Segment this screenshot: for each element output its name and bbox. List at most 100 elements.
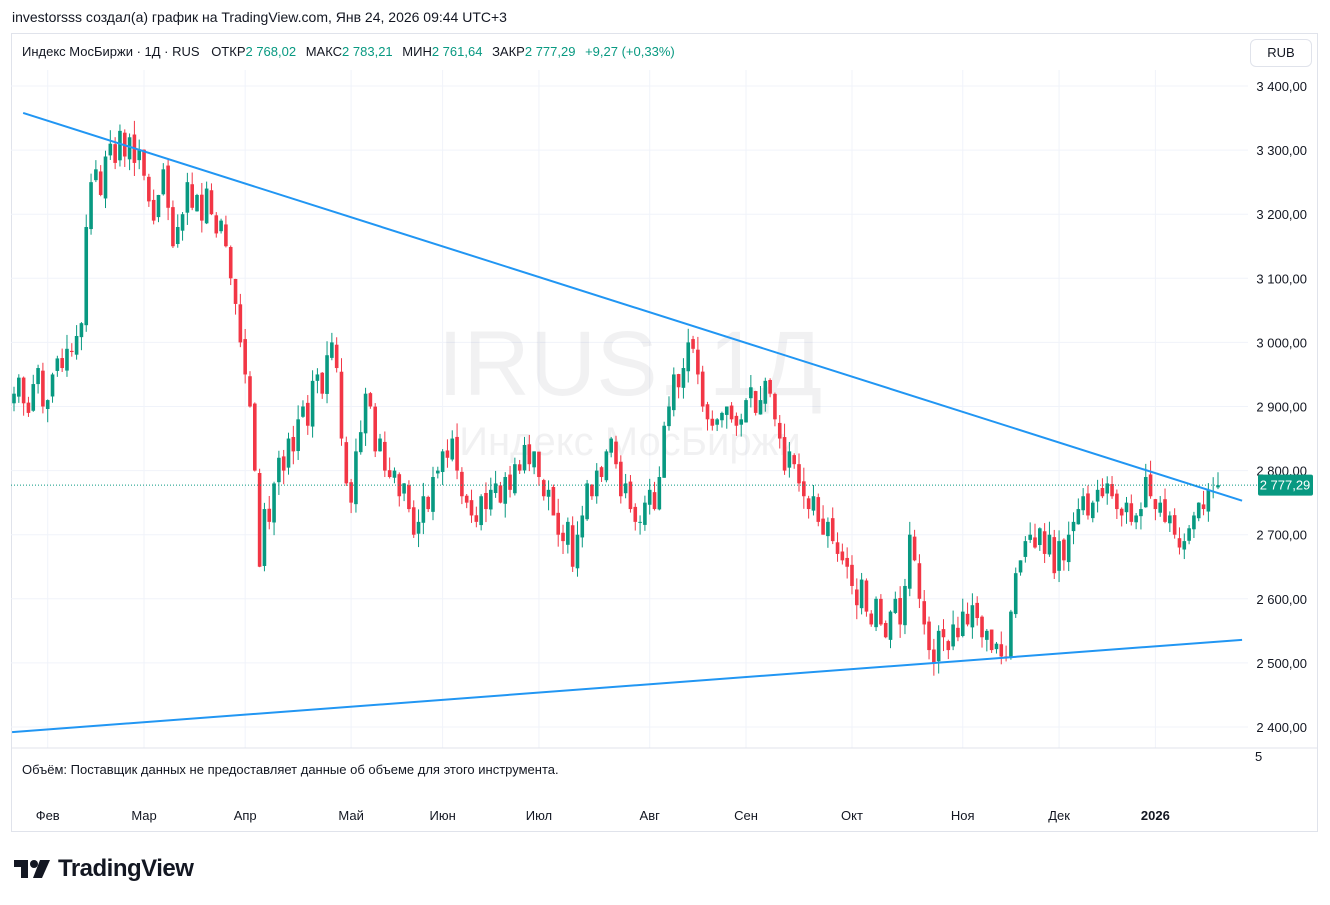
- candle-body: [1052, 537, 1057, 574]
- candle: [310, 370, 315, 438]
- candle-body: [1158, 502, 1163, 513]
- candle: [917, 554, 922, 609]
- candle-body: [209, 190, 214, 215]
- candle: [681, 358, 686, 399]
- candle: [585, 479, 589, 521]
- close-label: ЗАКР: [492, 44, 525, 59]
- candle-body: [874, 598, 878, 628]
- candle: [214, 212, 219, 238]
- candle-body: [421, 496, 426, 523]
- candle-body: [946, 641, 951, 651]
- candle: [1004, 645, 1008, 662]
- candle: [671, 367, 676, 417]
- candle: [84, 214, 89, 332]
- candle: [60, 348, 64, 373]
- candle-body: [185, 182, 190, 213]
- candle-body: [739, 419, 744, 425]
- candle: [253, 402, 257, 472]
- candle: [484, 482, 488, 523]
- candle-body: [21, 377, 26, 404]
- candle-body: [922, 601, 927, 625]
- symbol-title[interactable]: Индекс МосБиржи · 1Д · RUS: [22, 44, 200, 59]
- candle: [175, 214, 180, 248]
- candle-body: [590, 484, 594, 497]
- candle-body: [503, 477, 508, 504]
- candle-body: [1086, 493, 1090, 516]
- candle-body: [522, 444, 527, 471]
- change-value: +9,27 (+0,33%): [585, 44, 675, 59]
- candle: [1148, 460, 1153, 499]
- candle: [575, 521, 580, 577]
- candle: [315, 368, 320, 394]
- logo-text: TradingView: [58, 855, 194, 882]
- candle: [830, 507, 835, 545]
- price-axis: 2 400,002 500,002 600,002 700,002 800,00…: [1256, 79, 1307, 735]
- candle: [652, 481, 657, 511]
- candle: [724, 406, 729, 429]
- tradingview-logo[interactable]: TradingView: [14, 855, 194, 883]
- candle-body: [407, 485, 411, 510]
- candle-body: [869, 613, 874, 625]
- candle: [662, 421, 666, 478]
- candle-body: [281, 456, 286, 471]
- candle-body: [334, 344, 339, 369]
- candle-body: [349, 482, 353, 503]
- candle: [1168, 511, 1172, 533]
- candle: [122, 129, 127, 167]
- candle-body: [965, 613, 970, 625]
- candle: [850, 555, 854, 595]
- candle-body: [830, 518, 835, 542]
- candle: [753, 390, 758, 416]
- candle-body: [566, 521, 570, 545]
- candle: [1158, 496, 1163, 517]
- candle-body: [850, 564, 854, 586]
- candle: [436, 466, 440, 479]
- candle: [1081, 488, 1085, 516]
- candle: [1086, 485, 1090, 520]
- candle: [907, 521, 912, 597]
- candle-body: [715, 419, 719, 425]
- candle: [281, 449, 286, 485]
- candle-body: [36, 368, 40, 385]
- candle: [402, 483, 406, 502]
- candle: [79, 322, 84, 351]
- price-tick-label: 3 400,00: [1256, 79, 1307, 94]
- candle: [74, 325, 79, 360]
- candle-body: [1081, 496, 1085, 511]
- candle: [1182, 533, 1187, 560]
- candle: [305, 395, 310, 435]
- candle: [623, 473, 628, 499]
- candle: [185, 172, 190, 225]
- time-tick-label: Сен: [734, 808, 758, 823]
- candle: [633, 503, 638, 531]
- currency-button[interactable]: RUB: [1250, 39, 1312, 67]
- candle-body: [243, 339, 247, 375]
- candle: [1090, 500, 1095, 523]
- candle-body: [749, 387, 753, 399]
- candle: [1187, 524, 1191, 545]
- grid: [11, 70, 1248, 748]
- candle: [1134, 513, 1138, 530]
- candle: [421, 482, 426, 535]
- candle: [1100, 478, 1105, 499]
- candle: [816, 493, 821, 527]
- candle-body: [989, 629, 994, 651]
- candle: [50, 372, 55, 403]
- candle: [493, 470, 498, 498]
- candle: [879, 594, 883, 626]
- candle-body: [1018, 560, 1023, 573]
- candle: [118, 124, 122, 167]
- candle-body: [821, 518, 825, 535]
- watermark: IRUS, 1Д Индекс МосБиржи: [438, 313, 822, 464]
- candle: [749, 375, 753, 408]
- candle: [532, 451, 536, 475]
- candle-body: [619, 461, 623, 497]
- candle-body: [291, 436, 296, 452]
- candle: [224, 215, 228, 248]
- candle: [373, 403, 377, 458]
- candle-body: [493, 483, 498, 494]
- candle: [233, 278, 238, 315]
- candle-body: [835, 542, 840, 554]
- candle-body: [561, 532, 565, 542]
